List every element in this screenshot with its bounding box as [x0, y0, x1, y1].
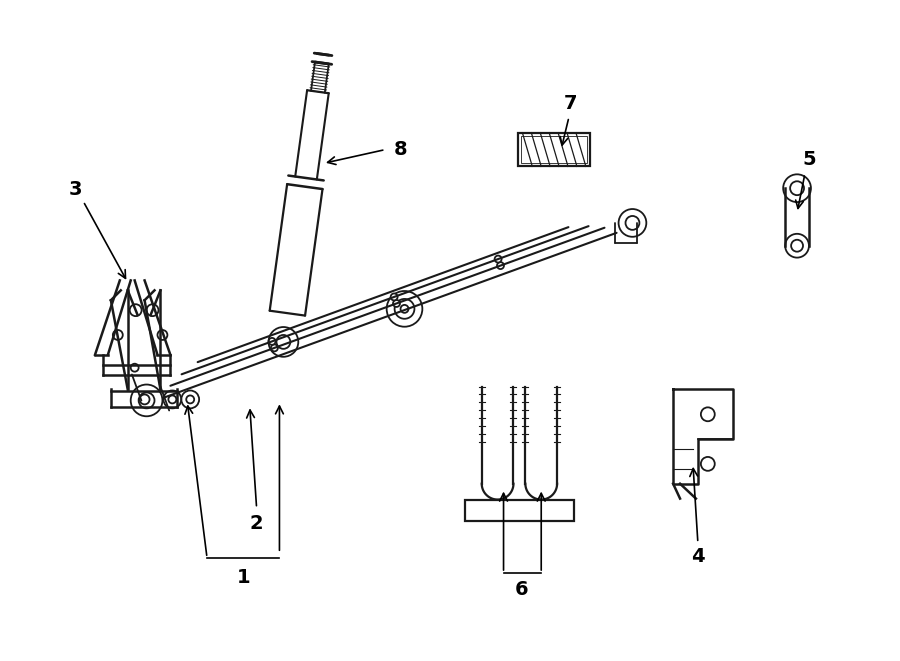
Circle shape — [391, 293, 398, 300]
Text: 5: 5 — [802, 150, 815, 169]
Text: 3: 3 — [68, 180, 82, 199]
Bar — [521, 136, 587, 163]
Text: 6: 6 — [515, 580, 528, 600]
Text: 2: 2 — [250, 514, 264, 533]
Text: 1: 1 — [237, 568, 250, 588]
Text: 8: 8 — [393, 140, 407, 159]
Circle shape — [497, 262, 504, 269]
Circle shape — [268, 338, 275, 345]
Circle shape — [393, 300, 400, 307]
Circle shape — [271, 344, 278, 352]
Bar — [518, 133, 590, 167]
Bar — [465, 500, 574, 522]
Circle shape — [495, 256, 501, 262]
Text: 7: 7 — [564, 95, 578, 114]
Text: 4: 4 — [691, 547, 705, 566]
